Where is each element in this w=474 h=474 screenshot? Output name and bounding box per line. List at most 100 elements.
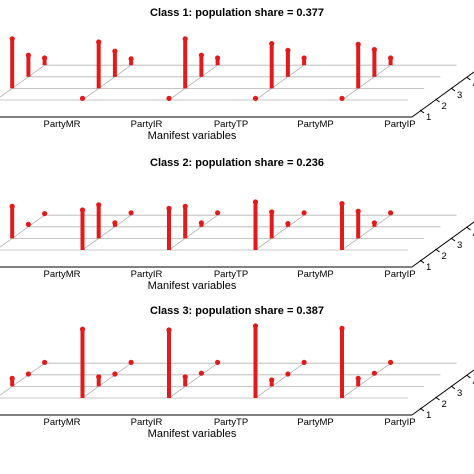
- bar-point: [269, 41, 275, 47]
- depth-tick-mark: [435, 396, 440, 401]
- bar-point: [198, 370, 204, 376]
- grid-line: [341, 362, 391, 399]
- depth-tick-label: 4: [473, 229, 474, 240]
- x-tick-label: PartyTP: [214, 417, 248, 428]
- bar-point: [339, 201, 345, 207]
- depth-tick-label: 3: [457, 388, 462, 399]
- bar-point: [301, 210, 307, 216]
- bar-point: [269, 209, 275, 215]
- depth-tick-label: 1: [426, 262, 431, 273]
- x-tick-label: PartyMP: [297, 269, 333, 280]
- depth-tick-mark: [419, 407, 425, 412]
- x-tick-label: PartyIP: [384, 269, 415, 280]
- bar-point: [198, 220, 204, 226]
- bar-point: [252, 323, 259, 329]
- grid-line: [0, 362, 45, 396]
- bar-point: [252, 199, 259, 205]
- panel-title: Class 2: population share = 0.236: [150, 157, 324, 169]
- x-tick-label: PartyMR: [44, 119, 81, 130]
- depth-tick-label: 2: [442, 399, 447, 410]
- depth-tick-label: 3: [457, 90, 462, 101]
- depth-tick-mark: [435, 98, 440, 103]
- grid-line: [0, 64, 45, 98]
- bar-point: [79, 326, 86, 332]
- bar-point: [388, 55, 394, 61]
- bar-point: [79, 95, 86, 101]
- depth-tick-mark: [466, 374, 471, 379]
- panel-title: Class 1: population share = 0.377: [150, 7, 324, 19]
- bar-point: [339, 95, 345, 101]
- bar-point: [198, 52, 204, 58]
- bar-point: [9, 36, 15, 42]
- bar-point: [252, 95, 259, 101]
- bar-point: [355, 208, 361, 214]
- bar-point: [112, 220, 118, 226]
- grid-line: [82, 362, 132, 399]
- panel-title: Class 3: population share = 0.387: [150, 305, 324, 317]
- bar-point: [215, 210, 221, 216]
- bar-point: [269, 377, 275, 383]
- bar-point: [355, 41, 361, 48]
- x-tick-label: PartyIP: [384, 417, 415, 428]
- bar-point: [215, 359, 221, 365]
- depth-tick-label: 3: [457, 240, 462, 251]
- bar-point: [112, 371, 118, 377]
- x-tick-label: PartyMR: [44, 417, 81, 428]
- bar-point: [112, 48, 118, 54]
- x-axis-label: Manifest variables: [148, 130, 237, 142]
- depth-tick-label: 4: [473, 79, 474, 90]
- bar-point: [301, 359, 307, 365]
- bar-point: [371, 220, 377, 226]
- depth-tick-mark: [466, 226, 471, 231]
- bar-point: [285, 221, 291, 227]
- depth-tick-mark: [419, 259, 425, 264]
- depth-axis-line: [411, 71, 474, 118]
- depth-tick-label: 4: [473, 377, 474, 388]
- x-tick-label: PartyMR: [44, 269, 81, 280]
- bar-point: [285, 47, 291, 54]
- bar-point: [371, 47, 377, 53]
- x-tick-label: PartyMP: [297, 417, 333, 428]
- grid-line: [82, 64, 132, 101]
- bar-point: [166, 205, 172, 211]
- grid-line: [82, 214, 132, 251]
- depth-tick-label: 1: [426, 112, 431, 123]
- bar-point: [25, 221, 31, 227]
- bar-point: [96, 39, 102, 45]
- bar-point: [182, 36, 188, 42]
- depth-tick-mark: [450, 385, 456, 390]
- bar-point: [42, 211, 48, 217]
- grid-line: [341, 214, 391, 251]
- bar-point: [355, 375, 361, 381]
- depth-tick-label: 2: [442, 251, 447, 262]
- grid-line: [0, 214, 45, 248]
- chart-panel: Class 3: population share = 0.387 PartyMR…: [0, 305, 474, 440]
- bar-point: [285, 371, 291, 377]
- bar-point: [25, 371, 31, 377]
- depth-tick-mark: [435, 248, 440, 253]
- depth-tick-mark: [450, 87, 456, 92]
- x-axis-label: Manifest variables: [148, 280, 237, 292]
- bar-point: [9, 203, 15, 209]
- depth-tick-label: 1: [426, 410, 431, 421]
- bar-point: [42, 359, 48, 365]
- bar-point: [25, 52, 31, 58]
- chart-panel: Class 2: population share = 0.236 PartyMR…: [0, 157, 474, 292]
- x-axis-label: Manifest variables: [148, 428, 237, 440]
- bar-point: [166, 95, 172, 101]
- bar-point: [79, 207, 86, 213]
- bar-point: [9, 375, 15, 381]
- bar-point: [96, 374, 102, 380]
- bar-point: [182, 374, 188, 380]
- bar-point: [166, 327, 172, 333]
- x-tick-label: PartyIR: [131, 269, 163, 280]
- x-tick-label: PartyIR: [131, 417, 163, 428]
- x-tick-label: PartyIR: [131, 119, 163, 130]
- x-tick-label: PartyIP: [384, 119, 415, 130]
- depth-tick-mark: [419, 109, 425, 114]
- depth-tick-mark: [450, 237, 456, 242]
- grid-line: [255, 64, 305, 101]
- x-tick-label: PartyTP: [214, 119, 248, 130]
